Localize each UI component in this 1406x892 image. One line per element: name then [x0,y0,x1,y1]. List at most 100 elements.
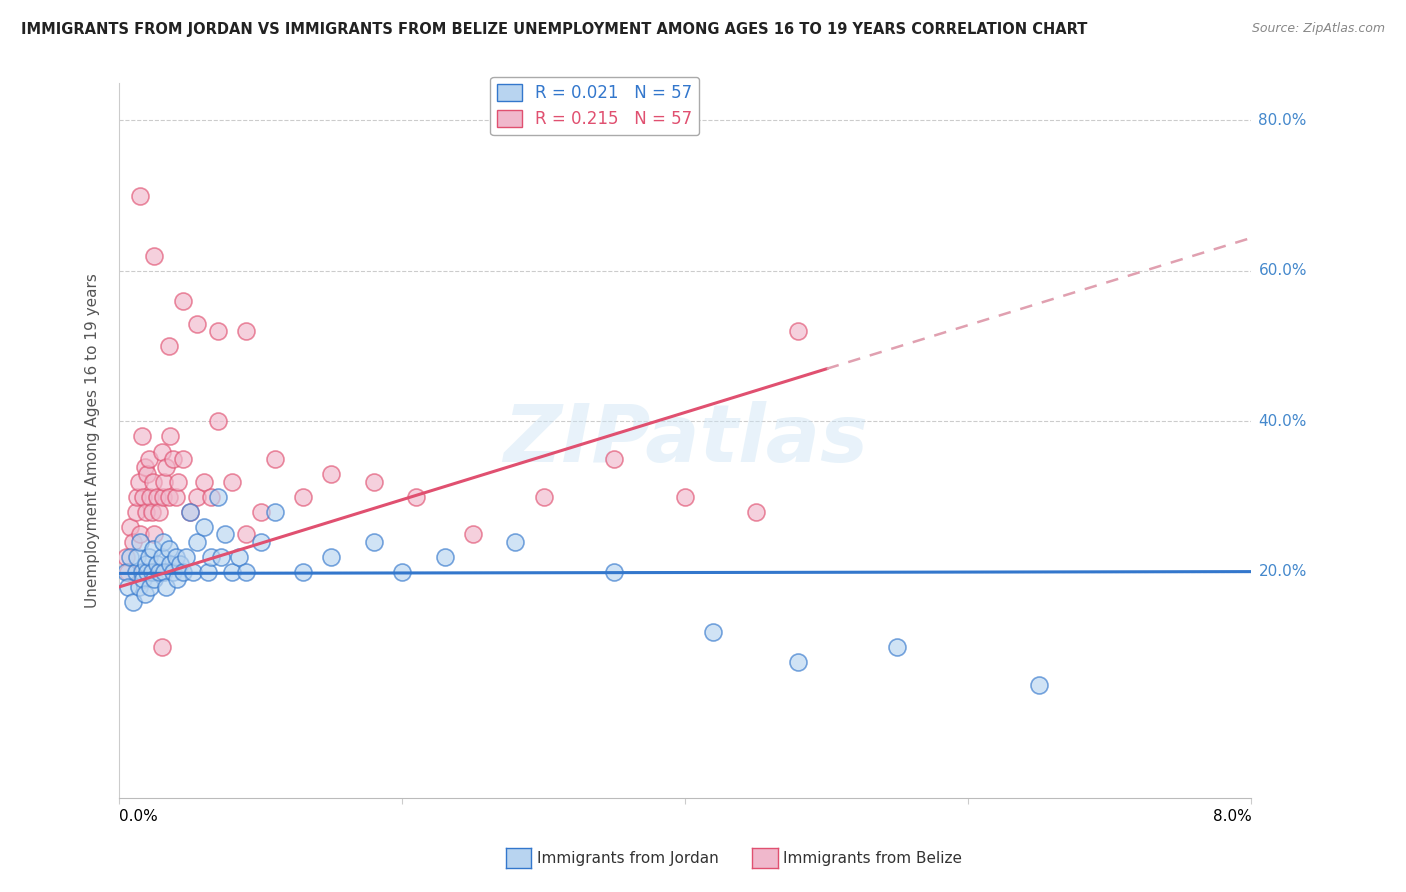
Text: Immigrants from Jordan: Immigrants from Jordan [537,851,718,865]
Point [263,505,285,519]
Point [603,452,626,467]
Point [157,490,180,504]
Point [186,534,208,549]
Point [181,565,204,579]
Point [745,505,768,519]
Point [363,475,385,489]
Point [505,534,527,549]
Point [405,490,427,504]
Point [214,527,236,541]
Point [142,475,165,489]
Point [132,490,155,504]
Text: 60.0%: 60.0% [1258,263,1308,278]
Text: Source: ZipAtlas.com: Source: ZipAtlas.com [1251,22,1385,36]
Point [132,573,155,587]
Point [179,505,201,519]
Point [142,542,165,557]
Text: 0.0%: 0.0% [120,809,157,824]
Point [122,534,145,549]
Point [603,565,626,579]
Point [461,527,484,541]
Point [159,429,181,443]
Point [139,490,162,504]
Point [122,595,145,609]
Point [200,490,222,504]
Point [127,549,149,564]
Point [162,565,184,579]
Text: 80.0%: 80.0% [1258,113,1306,128]
Point [221,565,243,579]
Point [169,558,191,572]
Point [143,527,166,541]
Point [207,324,229,338]
Point [148,565,170,579]
Point [174,549,197,564]
Point [152,534,174,549]
Point [221,475,243,489]
Point [159,558,181,572]
Point [787,324,810,338]
Point [235,324,257,338]
Point [292,565,315,579]
Point [235,565,257,579]
Point [197,565,219,579]
Point [391,565,413,579]
Point [128,580,150,594]
Point [228,549,250,564]
Text: ZIPatlas: ZIPatlas [503,401,868,479]
Point [135,558,157,572]
Point [886,640,908,655]
Point [207,490,229,504]
Point [129,534,152,549]
Point [115,565,138,579]
Point [166,573,188,587]
Point [433,549,456,564]
Point [150,549,173,564]
Text: 20.0%: 20.0% [1258,565,1306,580]
Point [321,467,343,481]
Point [136,565,159,579]
Point [125,565,148,579]
Point [150,444,173,458]
Point [128,475,150,489]
Point [249,534,271,549]
Point [139,580,162,594]
Point [172,293,194,308]
Point [129,527,152,541]
Y-axis label: Unemployment Among Ages 16 to 19 years: Unemployment Among Ages 16 to 19 years [86,273,100,607]
Point [143,249,166,263]
Point [209,549,232,564]
Point [134,587,156,601]
Point [155,459,177,474]
Point [136,467,159,481]
Point [179,505,201,519]
Point [120,549,142,564]
Point [207,414,229,428]
Point [153,565,176,579]
Point [1028,678,1050,692]
Point [155,580,177,594]
Point [200,549,222,564]
Point [263,452,285,467]
Point [131,565,153,579]
Point [787,655,810,669]
Point [150,640,173,655]
Text: Immigrants from Belize: Immigrants from Belize [783,851,962,865]
Point [131,429,153,443]
Point [146,558,169,572]
Point [127,490,149,504]
Text: 8.0%: 8.0% [1212,809,1251,824]
Point [363,534,385,549]
Point [115,549,138,564]
Point [165,490,187,504]
Point [193,475,215,489]
Point [138,549,160,564]
Point [146,490,169,504]
Point [186,317,208,331]
Point [172,565,194,579]
Point [167,475,190,489]
Point [117,580,139,594]
Point [157,542,180,557]
Point [702,625,724,640]
Point [134,459,156,474]
